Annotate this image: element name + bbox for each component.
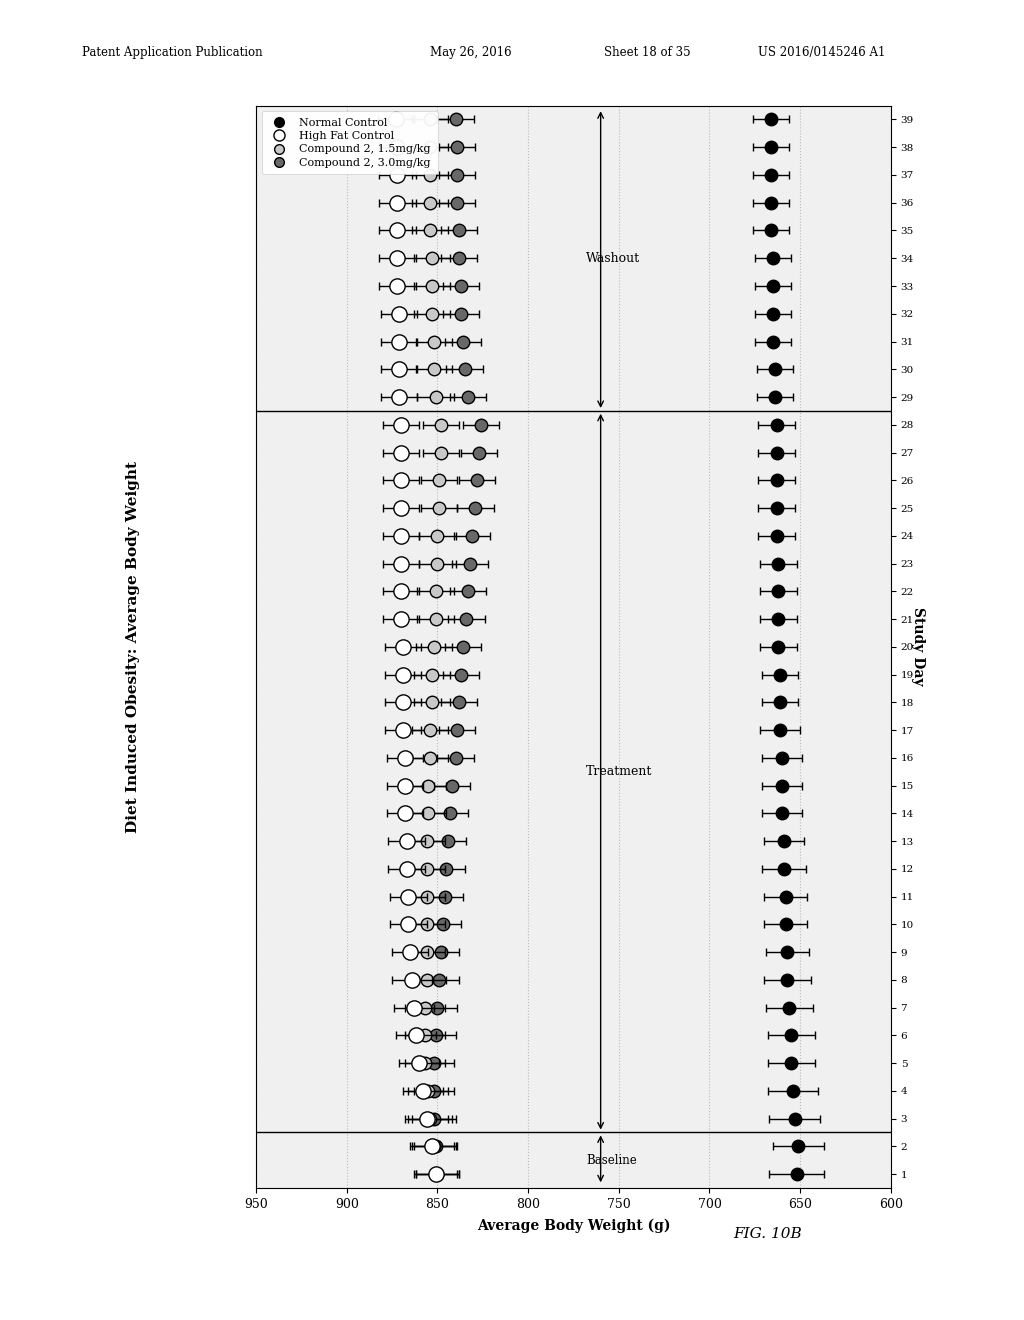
Text: US 2016/0145246 A1: US 2016/0145246 A1 (758, 46, 885, 59)
Text: FIG. 10B: FIG. 10B (733, 1228, 803, 1241)
Text: Diet Induced Obesity: Average Body Weight: Diet Induced Obesity: Average Body Weigh… (126, 461, 140, 833)
Text: Treatment: Treatment (586, 766, 652, 779)
Text: Sheet 18 of 35: Sheet 18 of 35 (604, 46, 691, 59)
X-axis label: Average Body Weight (g): Average Body Weight (g) (477, 1220, 670, 1233)
Text: Patent Application Publication: Patent Application Publication (82, 46, 262, 59)
Text: May 26, 2016: May 26, 2016 (430, 46, 512, 59)
Legend: Normal Control, High Fat Control, Compound 2, 1.5mg/kg, Compound 2, 3.0mg/kg: Normal Control, High Fat Control, Compou… (261, 111, 437, 174)
Text: Washout: Washout (586, 252, 640, 265)
Y-axis label: Study Day: Study Day (911, 607, 925, 686)
Text: Baseline: Baseline (586, 1154, 637, 1167)
